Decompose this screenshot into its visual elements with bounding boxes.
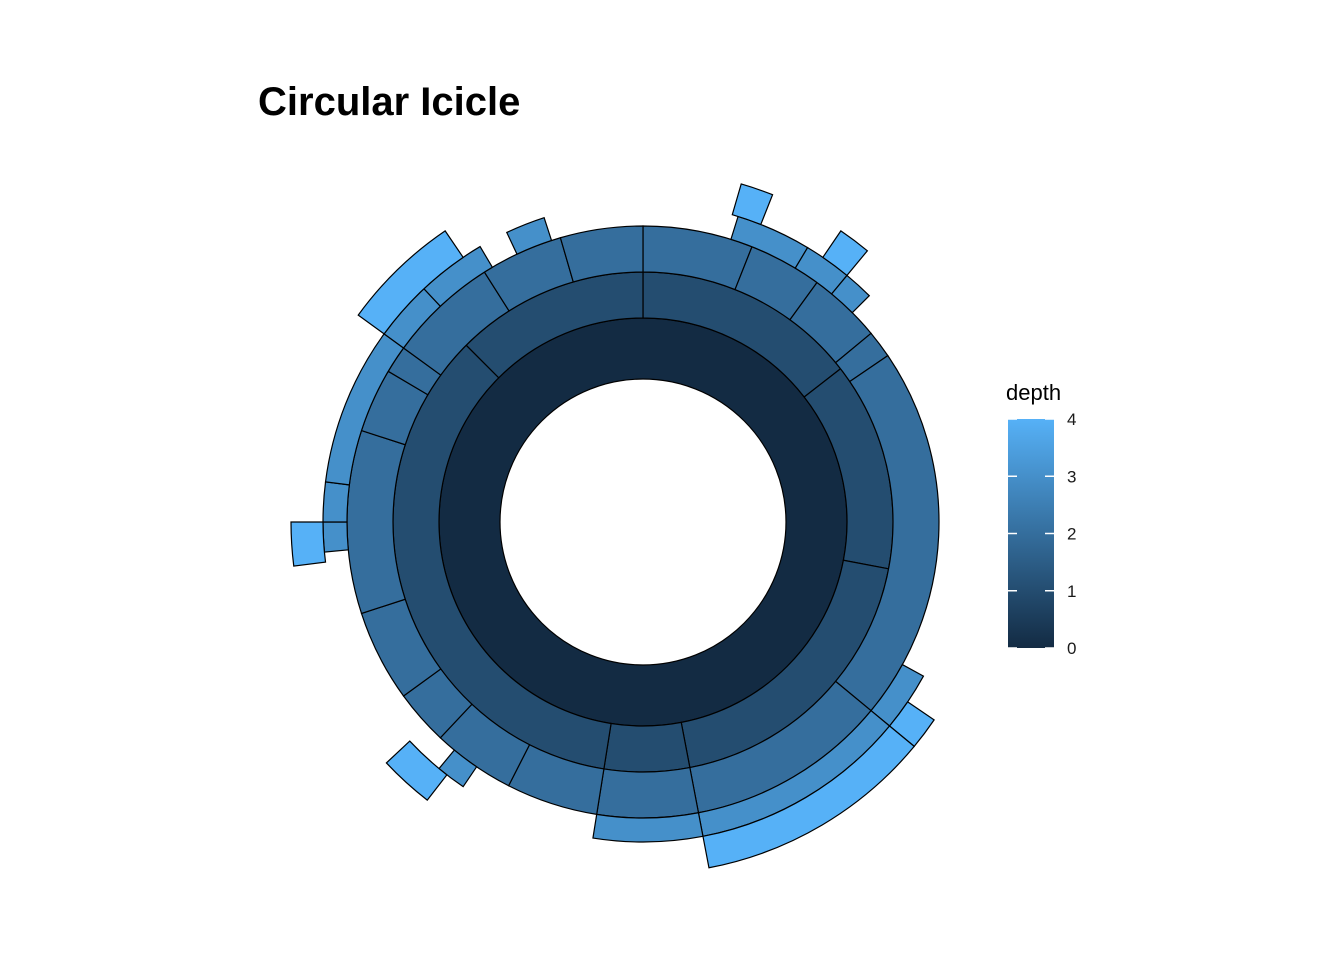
ring-depth-3 <box>322 215 925 843</box>
segment-depth-4-3 <box>702 725 916 869</box>
legend-tick-label-2: 2 <box>1067 525 1076 544</box>
segment-depth-4-6 <box>357 230 464 335</box>
segment-depth-4-1 <box>822 230 869 277</box>
segment-depth-1-3 <box>603 721 691 773</box>
segment-depth-3-6 <box>438 749 478 788</box>
legend-tick-label-0: 0 <box>1067 639 1076 658</box>
legend-tick-label-1: 1 <box>1067 582 1076 601</box>
legend-tick-label-3: 3 <box>1067 467 1076 486</box>
segment-depth-0-0 <box>438 317 848 727</box>
segment-depth-3-5 <box>592 812 704 843</box>
segment-depth-2-16 <box>559 225 644 283</box>
legend-ticks: 0 1 2 3 4 <box>1008 410 1076 658</box>
segment-depth-3-8 <box>322 481 351 523</box>
ring-depth-0 <box>438 317 848 727</box>
ring-depth-2 <box>346 225 940 819</box>
segment-depth-3-7 <box>322 521 349 553</box>
segment-depth-3-2 <box>830 274 871 314</box>
segment-depth-4-0 <box>731 183 774 226</box>
segment-depth-2-6 <box>596 766 700 819</box>
segment-depth-3-12 <box>505 216 553 255</box>
legend-title: depth <box>1006 380 1061 405</box>
segment-depth-4-5 <box>290 521 327 567</box>
chart-title: Circular Icicle <box>258 80 520 124</box>
ring-depth-4 <box>290 183 935 869</box>
sunburst-rings <box>290 183 940 869</box>
legend-tick-label-4: 4 <box>1067 410 1076 429</box>
depth-legend: depth 0 1 2 3 4 <box>1006 380 1076 658</box>
segment-depth-4-4 <box>385 740 448 801</box>
